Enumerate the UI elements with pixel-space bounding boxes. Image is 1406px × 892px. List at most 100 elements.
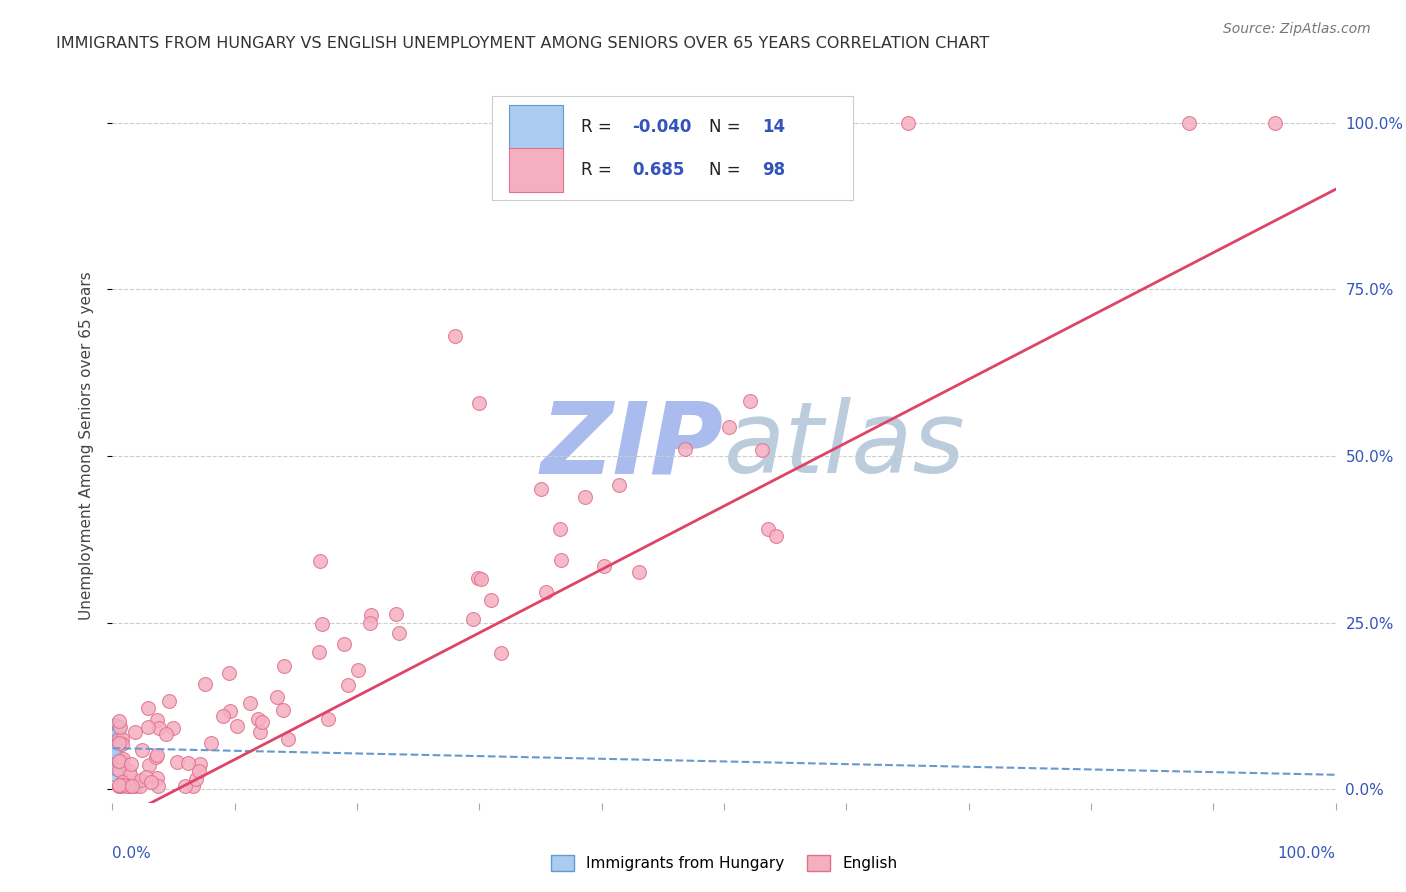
Point <box>607 477 630 491</box>
Text: N =: N = <box>710 118 741 136</box>
Point <box>550 522 572 536</box>
Point <box>107 714 129 728</box>
Point <box>110 779 132 793</box>
Point <box>751 442 773 457</box>
Point <box>166 755 188 769</box>
Point <box>529 483 551 497</box>
Point <box>105 768 128 782</box>
Text: -0.040: -0.040 <box>633 118 692 136</box>
Text: Source: ZipAtlas.com: Source: ZipAtlas.com <box>1223 22 1371 37</box>
Point <box>110 757 132 772</box>
Point <box>104 718 127 732</box>
Text: 0.685: 0.685 <box>633 161 685 178</box>
Text: 98: 98 <box>762 161 785 178</box>
FancyBboxPatch shape <box>492 96 852 200</box>
Point <box>148 779 170 793</box>
Point <box>124 725 146 739</box>
Text: 14: 14 <box>762 118 785 136</box>
Text: IMMIGRANTS FROM HUNGARY VS ENGLISH UNEMPLOYMENT AMONG SENIORS OVER 65 YEARS CORR: IMMIGRANTS FROM HUNGARY VS ENGLISH UNEMP… <box>56 36 990 51</box>
Point <box>115 779 138 793</box>
Point <box>145 750 167 764</box>
Y-axis label: Unemployment Among Seniors over 65 years: Unemployment Among Seniors over 65 years <box>79 272 94 620</box>
Point <box>628 566 651 580</box>
Point <box>246 712 269 726</box>
Point <box>111 754 134 768</box>
Point <box>112 752 135 766</box>
Text: ZIP: ZIP <box>541 398 724 494</box>
Point <box>187 764 209 779</box>
Point <box>162 721 184 735</box>
Point <box>592 558 614 573</box>
Point <box>108 779 131 793</box>
Point <box>146 748 169 763</box>
Point <box>138 758 160 772</box>
Point <box>138 720 160 734</box>
Point <box>188 756 211 771</box>
Point <box>336 678 359 692</box>
Point <box>1178 115 1201 129</box>
Point <box>277 732 299 747</box>
Legend: Immigrants from Hungary, English: Immigrants from Hungary, English <box>544 849 904 877</box>
Point <box>136 701 159 715</box>
Point <box>107 755 129 769</box>
Point <box>124 779 146 793</box>
Point <box>111 738 134 752</box>
Point <box>118 764 141 778</box>
Point <box>135 770 157 784</box>
Point <box>107 756 129 770</box>
Point <box>183 779 205 793</box>
FancyBboxPatch shape <box>509 105 562 149</box>
Point <box>129 773 152 788</box>
Point <box>148 721 170 735</box>
Point <box>718 419 741 434</box>
Point <box>756 523 779 537</box>
Point <box>491 646 513 660</box>
Point <box>346 663 368 677</box>
Point <box>101 741 124 756</box>
Point <box>309 554 332 568</box>
Point <box>897 115 920 129</box>
Point <box>194 677 217 691</box>
Point <box>470 572 492 586</box>
Point <box>107 764 129 778</box>
Point <box>141 774 163 789</box>
Point <box>111 775 134 789</box>
Point <box>461 612 484 626</box>
Point <box>111 731 134 746</box>
Point <box>108 721 131 735</box>
Point <box>174 779 197 793</box>
Point <box>1264 115 1286 129</box>
Point <box>104 756 127 771</box>
Point <box>107 778 129 792</box>
Point <box>360 608 382 623</box>
Point <box>673 442 696 457</box>
Text: 100.0%: 100.0% <box>1278 846 1336 861</box>
Point <box>107 779 129 793</box>
Point <box>574 490 596 504</box>
Point <box>155 727 177 741</box>
Text: 0.0%: 0.0% <box>112 846 152 861</box>
Point <box>112 774 135 789</box>
Point <box>740 393 762 408</box>
Point <box>218 666 240 681</box>
Point <box>387 626 409 640</box>
Point <box>468 395 491 409</box>
Point <box>103 729 125 743</box>
Point <box>104 719 127 733</box>
Point <box>177 756 200 770</box>
Point <box>105 762 128 776</box>
FancyBboxPatch shape <box>509 148 562 192</box>
Point <box>157 694 180 708</box>
Point <box>186 772 208 786</box>
Point <box>107 736 129 750</box>
Point <box>333 637 356 651</box>
Point <box>107 721 129 735</box>
Point <box>107 731 129 746</box>
Point <box>359 615 381 630</box>
Point <box>273 658 295 673</box>
Point <box>311 616 333 631</box>
Point <box>118 779 141 793</box>
Point <box>120 757 142 772</box>
Point <box>467 571 489 585</box>
Point <box>131 743 153 757</box>
